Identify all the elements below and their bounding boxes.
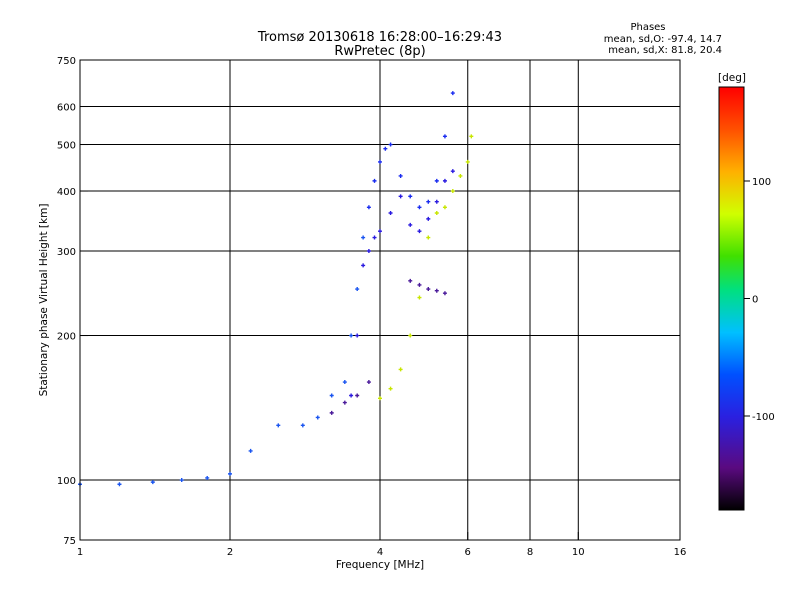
data-point: [355, 287, 360, 292]
data-point: [398, 173, 403, 178]
data-point: [372, 178, 377, 183]
data-point: [417, 229, 422, 234]
data-point: [366, 205, 371, 210]
data-point: [205, 475, 210, 480]
colorbar-tick-label: 100: [752, 177, 771, 188]
data-point: [361, 263, 366, 268]
data-point: [442, 205, 447, 210]
x-tick-label: 16: [674, 547, 687, 558]
y-axis: 75 100 200 300 400 500 600 750: [57, 56, 88, 547]
data-point: [388, 211, 393, 216]
colorbar-ticks: 100 0 -100: [744, 177, 775, 423]
data-point: [300, 423, 305, 428]
y-tick-label: 400: [57, 187, 76, 198]
data-point: [366, 380, 371, 385]
x-tick-label: 8: [527, 547, 533, 558]
data-point: [450, 189, 455, 194]
data-point: [434, 178, 439, 183]
x-tick-label: 2: [227, 547, 233, 558]
data-point: [329, 410, 334, 415]
grid-lines: [80, 60, 680, 540]
data-point: [408, 194, 413, 199]
data-point: [417, 295, 422, 300]
y-tick-label: 75: [63, 536, 76, 547]
colorbar-tick-label: 0: [752, 295, 758, 306]
data-point: [349, 393, 354, 398]
y-tick-label: 600: [57, 103, 76, 114]
data-point: [276, 423, 281, 428]
y-tick-label: 500: [57, 141, 76, 152]
data-point: [417, 282, 422, 287]
data-point: [426, 216, 431, 221]
data-point: [361, 235, 366, 240]
data-point: [434, 288, 439, 293]
data-point: [450, 91, 455, 96]
data-point: [417, 205, 422, 210]
x-tick-label: 10: [572, 547, 585, 558]
data-points: [78, 91, 474, 487]
data-point: [408, 278, 413, 283]
data-point: [355, 393, 360, 398]
data-point: [426, 199, 431, 204]
y-tick-label: 300: [57, 247, 76, 258]
colorbar-label: [deg]: [718, 72, 746, 84]
data-point: [315, 415, 320, 420]
data-point: [117, 482, 122, 487]
data-point: [378, 229, 382, 234]
y-tick-label: 750: [57, 56, 76, 67]
data-point: [465, 159, 470, 164]
data-point: [442, 134, 447, 139]
x-tick-label: 4: [377, 547, 383, 558]
data-point: [179, 478, 184, 483]
data-point: [329, 393, 334, 398]
data-point: [434, 211, 439, 216]
data-point: [228, 471, 232, 476]
data-point: [442, 291, 447, 296]
data-point: [434, 199, 439, 204]
y-tick-label: 100: [57, 476, 76, 487]
data-point: [398, 367, 403, 372]
data-point: [408, 222, 413, 227]
data-point: [342, 400, 347, 405]
data-point: [426, 235, 431, 240]
x-axis-label: Frequency [MHz]: [336, 559, 424, 571]
data-point: [426, 287, 431, 292]
stats-heading: Phases: [630, 22, 665, 33]
chart-subtitle: RwPretec (8p): [334, 44, 425, 59]
data-point: [458, 173, 463, 178]
data-point: [355, 333, 360, 338]
y-tick-label: 200: [57, 332, 76, 343]
colorbar-tick-label: -100: [752, 412, 775, 423]
data-point: [150, 480, 155, 485]
data-point: [450, 169, 455, 174]
data-point: [248, 448, 253, 453]
data-point: [383, 146, 388, 151]
y-axis-label: Stationary phase Virtual Height [km]: [38, 204, 50, 397]
chart-title: Tromsø 20130618 16:28:00–16:29:43: [257, 30, 502, 45]
data-point: [442, 178, 447, 183]
data-point: [398, 194, 403, 199]
data-point: [366, 249, 371, 254]
data-point: [378, 396, 382, 401]
data-point: [408, 333, 413, 338]
data-point: [388, 142, 393, 147]
stats-line-x: mean, sd,X: 81.8, 20.4: [608, 45, 722, 56]
data-point: [469, 134, 474, 139]
data-point: [378, 159, 382, 164]
colorbar: [718, 86, 745, 511]
data-point: [342, 380, 347, 385]
data-point: [388, 386, 393, 391]
x-axis: 1 2 4 6 8 10 16: [77, 532, 687, 558]
x-tick-label: 6: [465, 547, 471, 558]
x-tick-label: 1: [77, 547, 83, 558]
data-point: [372, 235, 377, 240]
stats-line-o: mean, sd,O: -97.4, 14.7: [604, 34, 722, 45]
data-point: [349, 333, 354, 338]
